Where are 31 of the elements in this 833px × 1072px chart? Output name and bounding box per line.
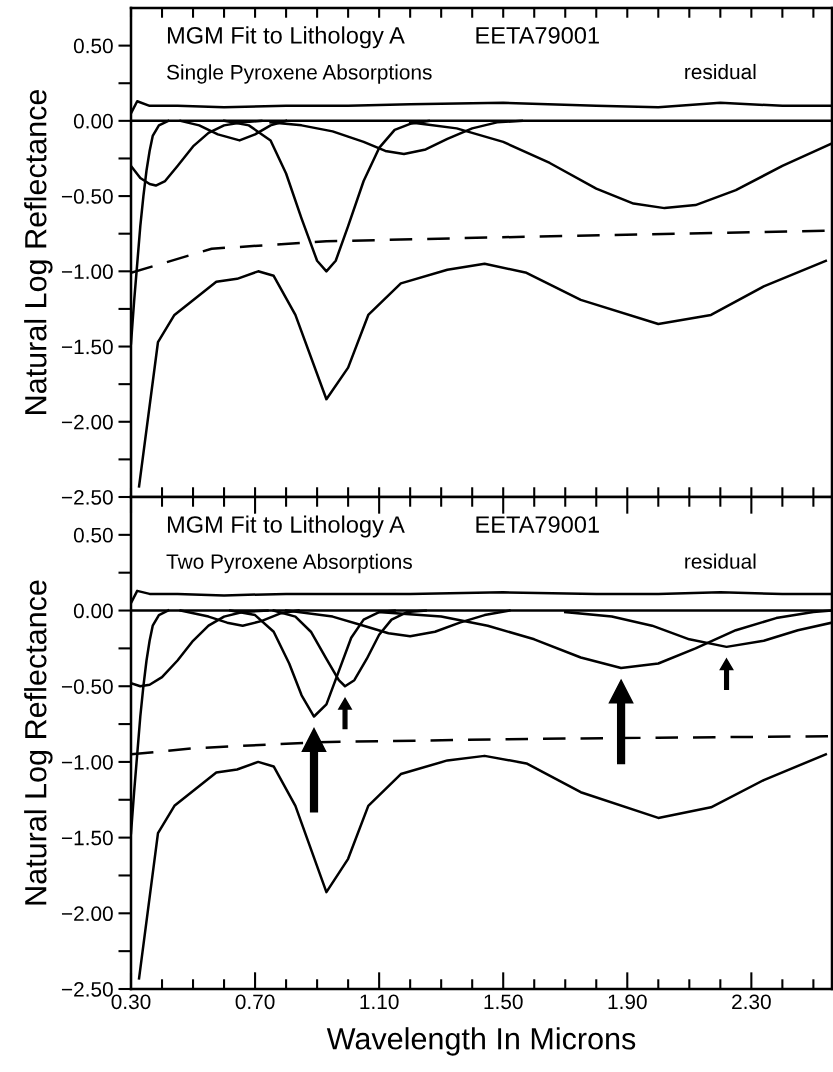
y-tick-label: −2.00 — [61, 414, 113, 430]
y-tick-label: 0.00 — [73, 113, 113, 129]
x-tick-label: 1.10 — [360, 994, 399, 1010]
y-tick-label: −2.50 — [61, 982, 113, 997]
x-tick-label: 1.50 — [484, 994, 523, 1010]
x-tick-label: 0.30 — [111, 994, 151, 1010]
x-tick-label: 1.90 — [608, 994, 647, 1010]
y-tick-label: −1.00 — [61, 264, 113, 280]
y-tick-label: −0.50 — [61, 189, 113, 204]
annotation: EETA79001 — [476, 516, 599, 533]
series-label: residual — [685, 553, 756, 569]
y-tick-label: −0.50 — [61, 679, 113, 694]
annotation: MGM Fit to Lithology A — [167, 515, 405, 538]
y-tick-label: 0.50 — [73, 527, 113, 543]
y-tick-label: 0.50 — [73, 38, 113, 54]
x-tick-label: 0.70 — [235, 994, 275, 1010]
y-tick-label: −1.50 — [61, 339, 113, 355]
x-axis-title: Wavelength In Microns — [326, 1027, 636, 1056]
series-label: residual — [685, 63, 756, 80]
annotation: EETA79001 — [476, 26, 599, 44]
y-tick-label: 0.00 — [73, 603, 113, 619]
annotation: Single Pyroxene Absorptions — [167, 64, 432, 84]
y-axis-title: Natural Log Reflectance — [24, 580, 53, 905]
x-tick-label: 2.30 — [732, 994, 771, 1010]
y-axis-title: Natural Log Reflectance — [24, 89, 53, 414]
y-tick-label: −1.00 — [61, 754, 113, 770]
y-tick-label: −2.00 — [61, 906, 113, 922]
annotation: Two Pyroxene Absorptions — [166, 553, 412, 574]
y-tick-label: −2.50 — [61, 490, 113, 505]
y-tick-label: −1.50 — [61, 830, 113, 846]
annotation: MGM Fit to Lithology A — [167, 26, 405, 49]
